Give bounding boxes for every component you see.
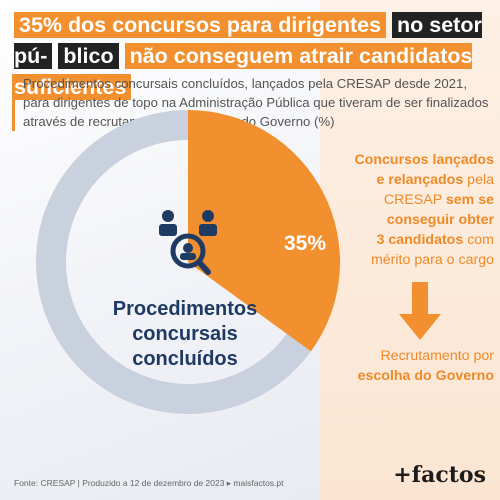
title-highlight-3: blico: [58, 43, 119, 69]
subtitle: Procedimentos concursais concluídos, lan…: [12, 74, 497, 131]
annotation-top: Concursos lançados e relançados pela CRE…: [344, 150, 494, 270]
annotation-top-text-1: pela: [463, 172, 494, 188]
source-footer: Fonte: CRESAP | Produzido a 12 de dezemb…: [14, 478, 284, 488]
annotation-top-text-3: com mérito para o cargo: [370, 232, 494, 268]
slice-data-label: 35%: [284, 232, 327, 255]
arrow-down-icon: [399, 282, 441, 340]
annotation-top-bold-1: Concursos lançados: [354, 152, 494, 168]
annotation-bottom-bold: escolha do Governo: [357, 368, 494, 384]
annotation-top-bold-2: e relançados: [376, 172, 464, 188]
people-search-icon: [159, 210, 217, 275]
slice-35-percent: [188, 110, 340, 352]
annotation-bottom-text: Recrutamento por: [380, 348, 494, 364]
page-title: 35% dos concursos para dirigentes no set…: [14, 10, 490, 103]
background-highlight-panel: [320, 0, 500, 500]
annotation-top-bold-4: 3 candidatos: [376, 232, 464, 248]
brand-logo: +factos: [393, 462, 486, 488]
annotation-top-bold-3: sem se conseguir obter: [386, 192, 494, 228]
annotation-bottom: Recrutamento por escolha do Governo: [344, 346, 494, 386]
annotation-top-text-2: CRESAP: [383, 192, 446, 208]
chart-center-label: Procedimentos concursais concluídos: [112, 298, 258, 370]
title-highlight-1: 35% dos concursos para dirigentes: [14, 12, 387, 38]
